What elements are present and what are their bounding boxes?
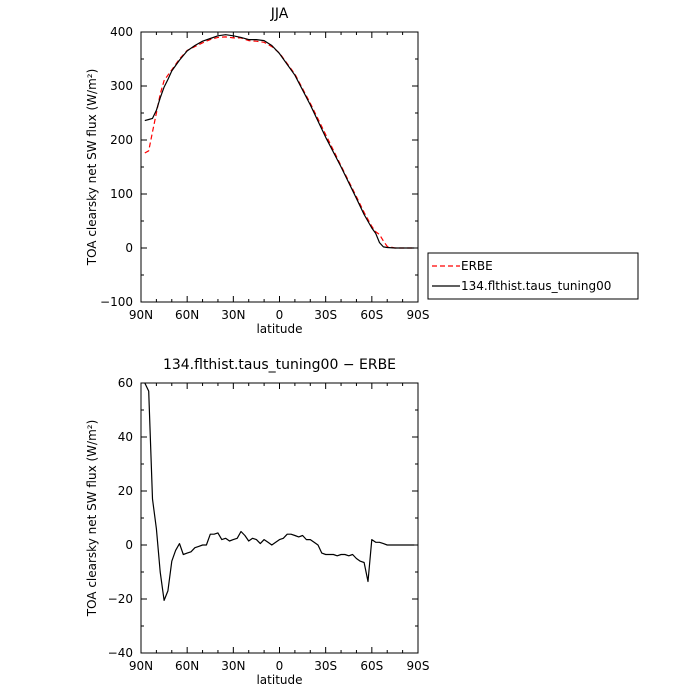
x-tick-label: 30N <box>221 308 245 322</box>
y-tick-label: 20 <box>118 484 133 498</box>
y-tick-label: 0 <box>125 241 133 255</box>
x-tick-label: 90S <box>407 659 430 673</box>
x-tick-label: 60N <box>175 659 199 673</box>
legend: ERBE 134.flthist.taus_tuning00 <box>427 252 639 300</box>
x-tick-label: 30S <box>314 659 337 673</box>
chart-panel-2: 134.flthist.taus_tuning00 − ERBE 90N 60N 30… <box>85 357 429 687</box>
y-tick-label: 60 <box>118 376 133 390</box>
x-tick-label: 60S <box>360 659 383 673</box>
x-tick-label: 90N <box>129 308 153 322</box>
series-line-1 <box>144 382 415 602</box>
plot-frame <box>140 382 419 654</box>
x-tick-label: 30N <box>221 659 245 673</box>
series-line-2 <box>144 34 415 249</box>
legend-label-1: ERBE <box>461 259 493 273</box>
chart-title: JJA <box>270 6 289 22</box>
y-tick-label: 300 <box>110 79 133 93</box>
y-tick-label: 400 <box>110 25 133 39</box>
x-axis-title: latitude <box>256 322 302 336</box>
y-tick-label: −100 <box>100 295 133 309</box>
x-tick-label: 0 <box>276 308 284 322</box>
x-tick-label: 0 <box>276 659 284 673</box>
chart-panel-1: JJA 90N 60N 30N 0 30S 60S 90S −100 0 100 200 300 400 l… <box>85 6 639 336</box>
y-tick-label: −40 <box>108 646 133 660</box>
plot-frame <box>140 31 419 303</box>
x-tick-label: 90S <box>407 308 430 322</box>
y-axis-title: TOA clearsky net SW flux (W/m²) <box>85 69 99 267</box>
series-line-1 <box>144 36 415 249</box>
y-tick-label: 0 <box>125 538 133 552</box>
legend-box <box>427 252 639 300</box>
x-tick-label: 60S <box>360 308 383 322</box>
x-axis-title: latitude <box>256 673 302 687</box>
chart-title: 134.flthist.taus_tuning00 − ERBE <box>163 357 396 373</box>
legend-label-2: 134.flthist.taus_tuning00 <box>461 279 611 293</box>
y-tick-label: 40 <box>118 430 133 444</box>
y-tick-label: −20 <box>108 592 133 606</box>
x-tick-label: 90N <box>129 659 153 673</box>
y-tick-label: 200 <box>110 133 133 147</box>
y-tick-label: 100 <box>110 187 133 201</box>
x-tick-label: 60N <box>175 308 199 322</box>
y-axis-title: TOA clearsky net SW flux (W/m²) <box>85 420 99 618</box>
x-tick-label: 30S <box>314 308 337 322</box>
